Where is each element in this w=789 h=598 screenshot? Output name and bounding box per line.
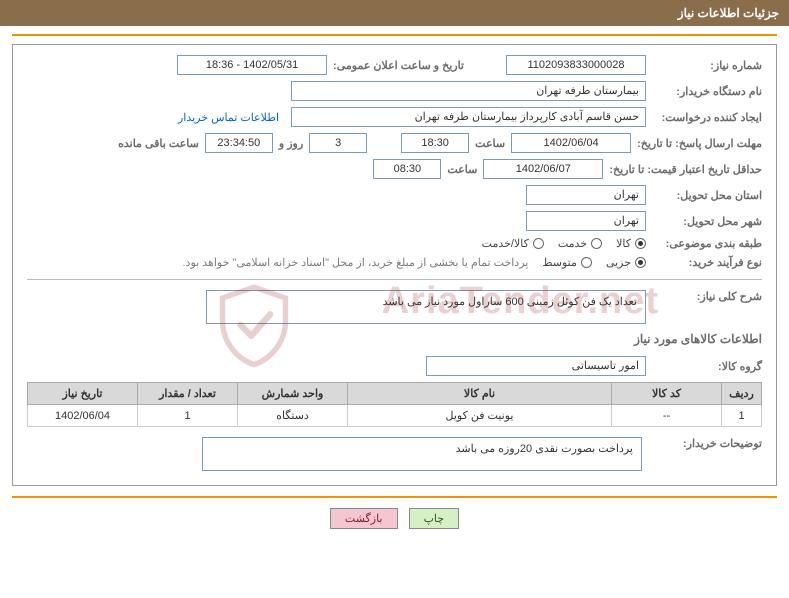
radio-icon xyxy=(581,257,592,268)
back-button[interactable]: بازگشت xyxy=(330,508,398,529)
radio-icon xyxy=(635,257,646,268)
footer-buttons: چاپ بازگشت xyxy=(12,496,777,545)
td-unit: دستگاه xyxy=(238,405,348,427)
print-button[interactable]: چاپ xyxy=(409,508,460,529)
buyer-contact-link[interactable]: اطلاعات تماس خریدار xyxy=(178,111,279,124)
buyer-notes-field: پرداخت بصورت نقدی 20روزه می باشد xyxy=(202,437,642,471)
buyer-org-label: نام دستگاه خریدار: xyxy=(652,85,762,98)
validity-label: حداقل تاریخ اعتبار قیمت: تا تاریخ: xyxy=(609,163,762,176)
city-field: تهران xyxy=(526,211,646,231)
table-row: 1 -- یونیت فن کویل دستگاه 1 1402/06/04 xyxy=(28,405,762,427)
row-requester: ایجاد کننده درخواست: حسن قاسم آبادی کارپ… xyxy=(27,107,762,127)
radio-both-label: کالا/خدمت xyxy=(482,237,529,250)
page-container: جزئیات اطلاعات نیاز AriaTender.net شماره… xyxy=(0,0,789,545)
divider-top xyxy=(12,34,777,36)
td-code: -- xyxy=(612,405,722,427)
th-name: نام کالا xyxy=(348,383,612,405)
page-header: جزئیات اطلاعات نیاز xyxy=(0,0,789,26)
need-number-field: 1102093833000028 xyxy=(506,55,646,75)
goods-table: ردیف کد کالا نام کالا واحد شمارش تعداد /… xyxy=(27,382,762,427)
countdown-field: 23:34:50 xyxy=(205,133,273,153)
radio-medium-label: متوسط xyxy=(542,256,577,269)
radio-medium[interactable]: متوسط xyxy=(542,256,592,269)
days-remain-field: 3 xyxy=(309,133,367,153)
row-buyer-org: نام دستگاه خریدار: بیمارستان طرفه تهران xyxy=(27,81,762,101)
remain-label: ساعت باقی مانده xyxy=(118,137,199,150)
need-number-label: شماره نیاز: xyxy=(652,59,762,72)
category-radio-group: کالا خدمت کالا/خدمت xyxy=(482,237,646,250)
row-deadline: مهلت ارسال پاسخ: تا تاریخ: 1402/06/04 سا… xyxy=(27,133,762,153)
th-date: تاریخ نیاز xyxy=(28,383,138,405)
row-category: طبقه بندی موضوعی: کالا خدمت کالا/خدمت xyxy=(27,237,762,250)
process-note: پرداخت تمام یا بخشی از مبلغ خرید، از محل… xyxy=(183,256,529,269)
goods-section-title: اطلاعات کالاهای مورد نیاز xyxy=(27,332,762,346)
group-label: گروه کالا: xyxy=(652,360,762,373)
th-qty: تعداد / مقدار xyxy=(138,383,238,405)
validity-date-field: 1402/06/07 xyxy=(483,159,603,179)
radio-goods-label: کالا xyxy=(616,237,631,250)
radio-both[interactable]: کالا/خدمت xyxy=(482,237,544,250)
row-need-number: شماره نیاز: 1102093833000028 تاریخ و ساع… xyxy=(27,55,762,75)
row-process: نوع فرآیند خرید: جزیی متوسط پرداخت تمام … xyxy=(27,256,762,269)
requester-label: ایجاد کننده درخواست: xyxy=(652,111,762,124)
radio-service-label: خدمت xyxy=(558,237,587,250)
buyer-org-field: بیمارستان طرفه تهران xyxy=(291,81,646,101)
table-header-row: ردیف کد کالا نام کالا واحد شمارش تعداد /… xyxy=(28,383,762,405)
process-radio-group: جزیی متوسط xyxy=(542,256,646,269)
days-label: روز و xyxy=(279,137,303,150)
deadline-time-label: ساعت xyxy=(475,137,505,150)
divider xyxy=(27,279,762,280)
radio-small[interactable]: جزیی xyxy=(606,256,646,269)
radio-service[interactable]: خدمت xyxy=(558,237,602,250)
form-area: شماره نیاز: 1102093833000028 تاریخ و ساع… xyxy=(12,44,777,486)
td-date: 1402/06/04 xyxy=(28,405,138,427)
row-city: شهر محل تحویل: تهران xyxy=(27,211,762,231)
province-field: تهران xyxy=(526,185,646,205)
radio-goods[interactable]: کالا xyxy=(616,237,646,250)
row-group: گروه کالا: امور تاسیساتی xyxy=(27,356,762,376)
deadline-label: مهلت ارسال پاسخ: تا تاریخ: xyxy=(637,137,762,150)
group-field: امور تاسیساتی xyxy=(426,356,646,376)
category-label: طبقه بندی موضوعی: xyxy=(652,237,762,250)
radio-small-label: جزیی xyxy=(606,256,631,269)
th-unit: واحد شمارش xyxy=(238,383,348,405)
city-label: شهر محل تحویل: xyxy=(652,215,762,228)
radio-icon xyxy=(533,238,544,249)
header-title: جزئیات اطلاعات نیاز xyxy=(678,6,779,20)
td-qty: 1 xyxy=(138,405,238,427)
buyer-notes-label: توضیحات خریدار: xyxy=(652,437,762,450)
deadline-date-field: 1402/06/04 xyxy=(511,133,631,153)
validity-time-label: ساعت xyxy=(447,163,477,176)
process-label: نوع فرآیند خرید: xyxy=(652,256,762,269)
row-province: استان محل تحویل: تهران xyxy=(27,185,762,205)
province-label: استان محل تحویل: xyxy=(652,189,762,202)
requester-field: حسن قاسم آبادی کارپرداز بیمارستان طرفه ت… xyxy=(291,107,646,127)
row-description: شرح کلی نیاز: تعداد یک فن کوئل زمینی 600… xyxy=(27,290,762,324)
th-row: ردیف xyxy=(722,383,762,405)
validity-time-field: 08:30 xyxy=(373,159,441,179)
radio-icon xyxy=(591,238,602,249)
radio-icon xyxy=(635,238,646,249)
announce-field: 1402/05/31 - 18:36 xyxy=(177,55,327,75)
row-validity: حداقل تاریخ اعتبار قیمت: تا تاریخ: 1402/… xyxy=(27,159,762,179)
desc-label: شرح کلی نیاز: xyxy=(652,290,762,303)
th-code: کد کالا xyxy=(612,383,722,405)
row-buyer-notes: توضیحات خریدار: پرداخت بصورت نقدی 20روزه… xyxy=(27,437,762,471)
deadline-time-field: 18:30 xyxy=(401,133,469,153)
desc-field: تعداد یک فن کوئل زمینی 600 ساراول مورد ن… xyxy=(206,290,646,324)
td-row: 1 xyxy=(722,405,762,427)
td-name: یونیت فن کویل xyxy=(348,405,612,427)
announce-label: تاریخ و ساعت اعلان عمومی: xyxy=(333,59,464,72)
